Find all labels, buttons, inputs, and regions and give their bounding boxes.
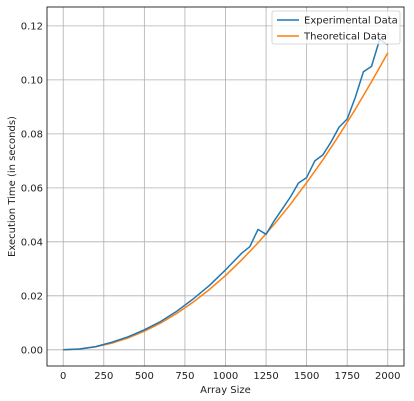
plot-area [63,38,389,351]
grid-lines [47,7,404,366]
y-axis-label: Execution Time (in seconds) [7,116,18,257]
x-tick-label: 1500 [294,371,319,382]
x-tick-label: 250 [94,371,113,382]
y-tick-label: 0.04 [21,237,43,248]
legend-box [271,10,401,45]
y-tick-label: 0.08 [21,129,43,140]
legend: Experimental Data Theoretical Data [271,10,401,45]
x-tick-label: 1250 [253,371,278,382]
y-tick-label: 0.12 [21,21,43,32]
series-line-theoretical [63,52,389,351]
legend-entry-experimental: Experimental Data [304,16,398,27]
x-tick-label: 750 [175,371,194,382]
y-tick-label: 0.02 [21,291,43,302]
x-axis-label: Array Size [200,385,251,396]
x-tick-label: 1750 [334,371,359,382]
x-tick-label: 2000 [375,371,400,382]
y-tick-label: 0.06 [21,183,43,194]
y-tick-label: 0.10 [21,75,43,86]
x-tick-label: 1000 [213,371,238,382]
y-tick-label: 0.00 [21,345,43,356]
axis-ticks: 0 250 500 750 1000 1250 1500 1750 2000 0.00 0.02 0.… [21,21,401,382]
legend-entry-theoretical: Theoretical Data [303,32,387,43]
axes-frame [46,6,405,367]
x-tick-label: 500 [135,371,154,382]
series-line-experimental [63,38,389,351]
x-tick-label: 0 [60,371,66,382]
